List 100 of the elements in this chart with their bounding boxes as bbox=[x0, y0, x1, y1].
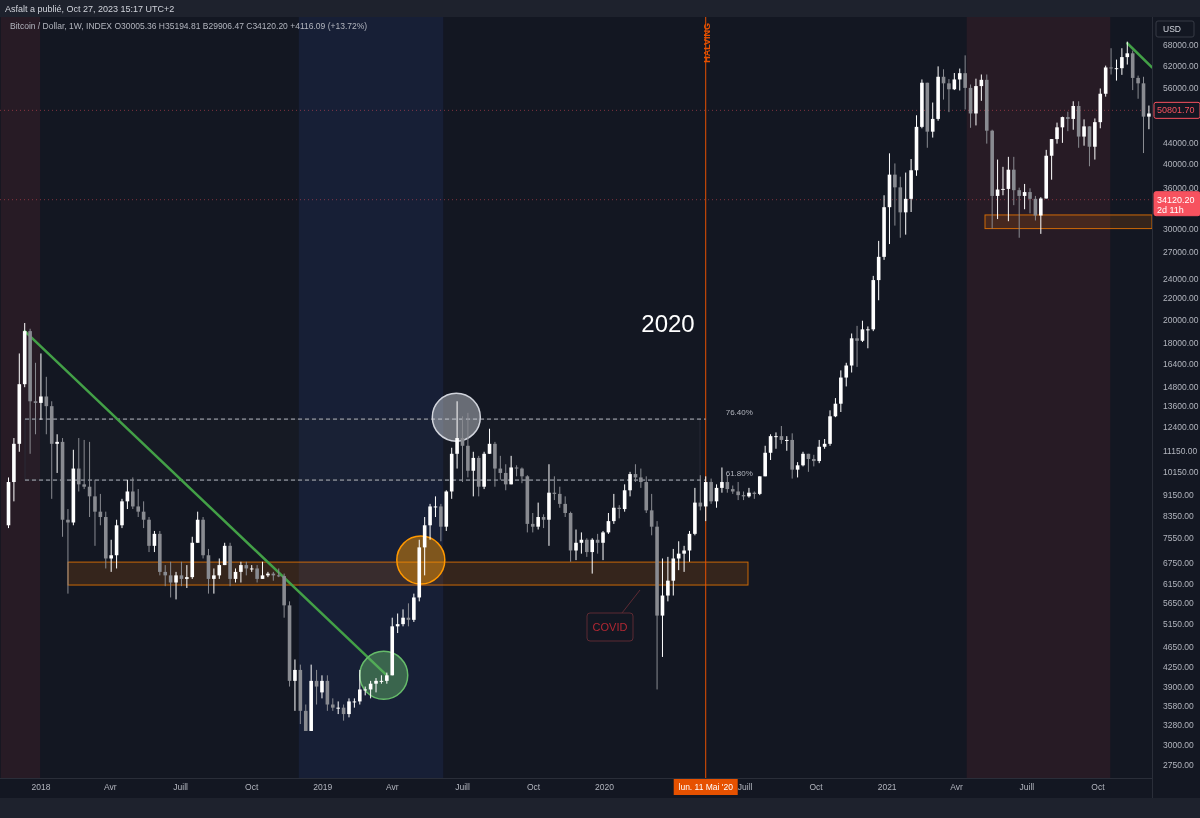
y-tick-label: 16400.00 bbox=[1163, 359, 1199, 370]
candlestick bbox=[1120, 47, 1124, 76]
x-tick-label: 2020 bbox=[595, 782, 615, 792]
candlestick bbox=[314, 669, 319, 706]
candlestick bbox=[709, 478, 713, 505]
y-tick-label: 30000.00 bbox=[1163, 223, 1199, 234]
candlestick bbox=[963, 54, 967, 110]
candlestick bbox=[530, 512, 535, 533]
candlestick bbox=[1001, 166, 1005, 196]
y-tick-label: 6150.00 bbox=[1163, 579, 1194, 590]
candlestick bbox=[109, 539, 113, 573]
annotation: 76.40% bbox=[725, 408, 753, 418]
candlestick bbox=[601, 530, 605, 561]
candlestick bbox=[374, 677, 378, 693]
candlestick bbox=[844, 362, 849, 387]
y-tick-label: 4650.00 bbox=[1163, 642, 1194, 653]
y-tick-label: 8350.00 bbox=[1163, 510, 1194, 521]
annotation: 2020 bbox=[641, 310, 695, 337]
candlestick bbox=[590, 537, 595, 575]
y-tick-label: 36000.00 bbox=[1163, 182, 1199, 193]
y-tick-label: 5650.00 bbox=[1163, 598, 1194, 609]
y-tick-label: 20000.00 bbox=[1163, 314, 1199, 325]
y-axis-title: USD bbox=[1163, 24, 1181, 34]
y-tick-label: 14800.00 bbox=[1163, 382, 1199, 393]
candlestick bbox=[401, 608, 405, 627]
candlestick bbox=[39, 352, 43, 421]
y-tick-label: 40000.00 bbox=[1163, 159, 1199, 170]
candlestick bbox=[1028, 187, 1032, 214]
point bbox=[431, 392, 482, 442]
candlestick bbox=[120, 498, 124, 529]
y-tick-label: 68000.00 bbox=[1163, 39, 1199, 50]
ref-line-label: 34120.20 bbox=[1157, 194, 1195, 205]
candlestick bbox=[320, 674, 324, 699]
candlestick bbox=[784, 435, 789, 452]
y-tick-label: 7550.00 bbox=[1163, 533, 1194, 544]
y-tick-label: 3580.00 bbox=[1163, 700, 1194, 711]
y-tick-label: 3000.00 bbox=[1163, 740, 1194, 751]
candlestick bbox=[628, 471, 632, 497]
x-tick-label: Juill bbox=[737, 782, 753, 792]
y-tick-label: 18000.00 bbox=[1163, 338, 1199, 349]
x-tick-label: Oct bbox=[526, 782, 541, 792]
candlestick bbox=[1109, 47, 1113, 75]
x-tick-label: Juill bbox=[173, 782, 189, 792]
candlestick bbox=[1066, 111, 1070, 132]
candlestick bbox=[757, 475, 762, 496]
candlestick bbox=[1082, 118, 1086, 147]
candlestick bbox=[439, 503, 443, 542]
x-tick-label: Avr bbox=[385, 782, 399, 792]
x-tick-label: Oct bbox=[1091, 782, 1106, 792]
y-tick-label: 62000.00 bbox=[1163, 60, 1199, 71]
annotation: 61.80% bbox=[725, 469, 753, 479]
chart-title: Asfalt a publié, Oct 27, 2023 15:17 UTC+2 bbox=[5, 4, 175, 14]
candlestick bbox=[174, 571, 178, 600]
annotation: COVID bbox=[592, 621, 628, 633]
candlestick bbox=[930, 102, 935, 139]
candlestick bbox=[1017, 187, 1021, 239]
candlestick bbox=[763, 445, 767, 477]
candlestick bbox=[303, 704, 308, 732]
y-tick-label: 4250.00 bbox=[1163, 662, 1194, 673]
candlestick bbox=[185, 564, 189, 589]
x-tick-label: 2018 bbox=[31, 782, 51, 792]
x-tick-label: Juill bbox=[1019, 782, 1035, 792]
y-tick-label: 10150.00 bbox=[1163, 466, 1199, 477]
candlestick bbox=[736, 481, 740, 501]
x-tick-label: Oct bbox=[809, 782, 824, 792]
candlestick bbox=[82, 439, 86, 490]
candlestick bbox=[639, 468, 643, 489]
candlestick bbox=[747, 487, 751, 499]
candlestick bbox=[866, 325, 870, 349]
text: lun. 11 Mai '20 bbox=[678, 782, 734, 792]
x-tick-label: Avr bbox=[104, 782, 117, 792]
y-tick-label: 13600.00 bbox=[1163, 401, 1199, 412]
candlestick bbox=[212, 567, 216, 595]
candlestick bbox=[1071, 100, 1076, 131]
y-tick-label: 9150.00 bbox=[1163, 490, 1194, 501]
candlestick bbox=[163, 564, 168, 587]
candlestick bbox=[503, 463, 508, 491]
y-tick-label: 3900.00 bbox=[1163, 681, 1194, 692]
candlestick bbox=[217, 557, 222, 580]
candlestick bbox=[293, 658, 297, 712]
candlestick bbox=[1136, 75, 1140, 100]
x-tick-label: 2021 bbox=[877, 782, 897, 792]
candlestick bbox=[671, 548, 676, 597]
candlestick bbox=[957, 68, 962, 91]
y-tick-label: 5150.00 bbox=[1163, 619, 1194, 630]
y-tick-label: 12400.00 bbox=[1163, 421, 1199, 432]
candlestick bbox=[1039, 196, 1043, 235]
candlestick bbox=[76, 437, 81, 492]
candlestick bbox=[336, 700, 340, 715]
candlestick bbox=[33, 362, 38, 435]
ref-line-label: HALVING bbox=[701, 23, 712, 63]
candlestick bbox=[855, 325, 859, 368]
candlestick bbox=[93, 479, 97, 547]
candlestick bbox=[520, 466, 524, 484]
y-tick-label: 24000.00 bbox=[1163, 273, 1199, 284]
x-tick-label: Juill bbox=[455, 782, 470, 792]
candlestick bbox=[179, 561, 184, 587]
candlestick bbox=[55, 433, 59, 474]
candlestick bbox=[412, 593, 416, 623]
candlestick bbox=[720, 466, 724, 494]
